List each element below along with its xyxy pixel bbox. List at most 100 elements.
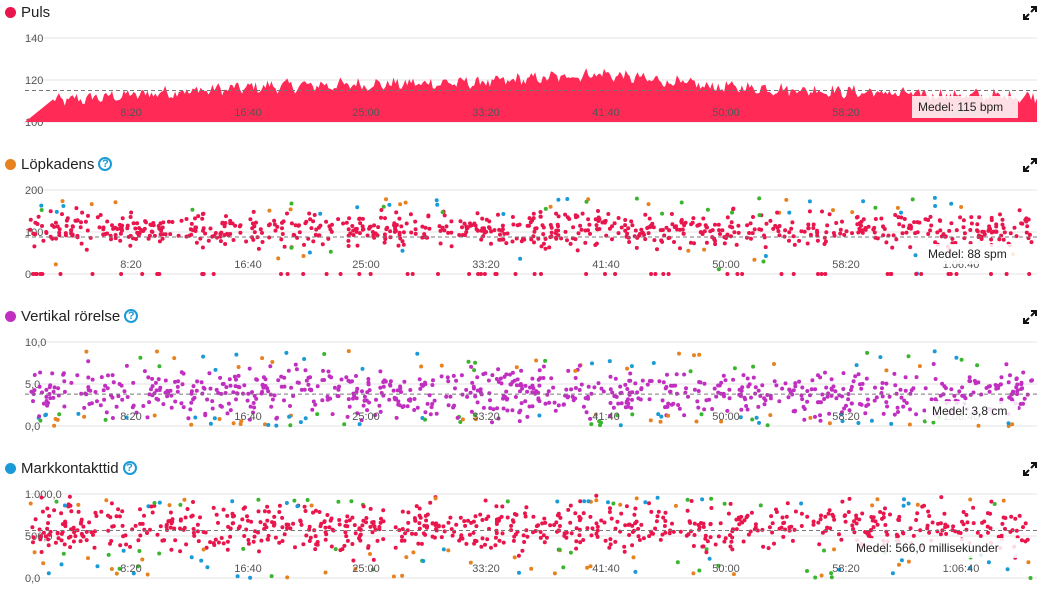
data-point: [797, 379, 802, 384]
data-point: [530, 376, 535, 381]
data-point: [553, 408, 558, 413]
data-point: [772, 541, 776, 546]
data-point: [201, 385, 206, 390]
data-point: [729, 539, 734, 544]
data-point: [594, 493, 599, 498]
data-point: [582, 499, 587, 504]
data-point: [537, 413, 542, 418]
data-point: [136, 538, 141, 543]
data-point: [698, 230, 703, 235]
data-point: [468, 221, 472, 226]
data-point: [55, 224, 60, 229]
data-point: [664, 225, 669, 230]
data-point: [449, 230, 454, 235]
data-point: [79, 220, 83, 225]
data-point: [259, 391, 264, 396]
data-point: [824, 385, 829, 390]
data-point: [365, 408, 370, 413]
expand-icon[interactable]: [1023, 158, 1037, 172]
data-point: [309, 503, 314, 508]
data-point: [623, 405, 628, 410]
data-point: [413, 231, 418, 236]
data-point: [1015, 389, 1020, 394]
data-point: [92, 545, 97, 550]
data-point: [543, 520, 548, 525]
data-point: [716, 267, 721, 272]
data-point: [1024, 230, 1029, 235]
data-point: [109, 501, 114, 506]
data-point: [929, 223, 934, 228]
data-point: [272, 520, 277, 525]
data-point: [429, 405, 434, 410]
data-point: [210, 399, 215, 404]
data-point: [313, 508, 318, 513]
data-point: [231, 238, 236, 242]
data-point: [31, 535, 36, 540]
data-point: [729, 220, 734, 225]
data-point: [59, 562, 64, 567]
data-point: [741, 373, 746, 378]
data-point: [91, 532, 95, 537]
data-point: [1003, 526, 1007, 531]
data-point: [986, 560, 991, 565]
data-point: [968, 566, 973, 570]
data-point: [669, 402, 674, 407]
data-point: [169, 405, 174, 410]
data-point: [200, 216, 205, 221]
data-point: [496, 367, 501, 372]
data-point: [630, 223, 635, 228]
data-point: [303, 509, 308, 513]
data-point: [357, 527, 362, 532]
expand-icon[interactable]: [1023, 462, 1037, 476]
data-point: [714, 394, 719, 399]
data-point: [120, 523, 125, 528]
data-point: [495, 406, 500, 411]
data-point: [269, 404, 274, 409]
y-tick-label: 0: [25, 269, 31, 281]
data-point: [458, 515, 463, 520]
data-point: [859, 223, 863, 228]
data-point: [790, 392, 795, 397]
data-point: [850, 231, 854, 236]
expand-icon[interactable]: [1023, 6, 1037, 20]
x-tick-label: 1:06:40: [943, 563, 980, 575]
data-point: [216, 520, 220, 525]
data-point: [131, 403, 136, 408]
data-point: [117, 382, 122, 386]
data-point: [561, 565, 566, 570]
data-point: [181, 371, 186, 376]
data-point: [157, 364, 162, 369]
expand-icon[interactable]: [1023, 310, 1037, 324]
data-point: [901, 531, 906, 536]
data-point: [366, 380, 371, 385]
data-point: [589, 533, 594, 538]
help-icon[interactable]: ?: [124, 309, 139, 323]
data-point: [185, 507, 190, 511]
help-icon[interactable]: ?: [98, 157, 113, 171]
x-tick-label: 33:20: [472, 411, 500, 423]
data-point: [128, 544, 132, 549]
data-point: [1006, 421, 1011, 426]
data-point: [496, 212, 500, 217]
data-point: [396, 243, 401, 248]
data-point: [346, 227, 351, 232]
data-point: [512, 534, 517, 539]
data-point: [173, 399, 178, 404]
data-point: [519, 368, 524, 373]
data-point: [765, 423, 770, 428]
data-point: [400, 239, 405, 244]
data-point: [93, 390, 98, 394]
help-icon[interactable]: ?: [122, 461, 137, 475]
data-point: [589, 422, 594, 427]
data-point: [708, 521, 713, 526]
data-point: [405, 528, 410, 533]
data-point: [511, 538, 516, 543]
data-point: [926, 218, 931, 222]
data-point: [138, 507, 142, 512]
data-point: [39, 495, 44, 500]
data-point: [306, 236, 311, 241]
vertikal-panel: Vertikal rörelse ? 10,0 5,0 0,0 8:20 16:40 25…: [0, 304, 1045, 454]
data-point: [396, 402, 401, 407]
data-point: [142, 513, 146, 518]
